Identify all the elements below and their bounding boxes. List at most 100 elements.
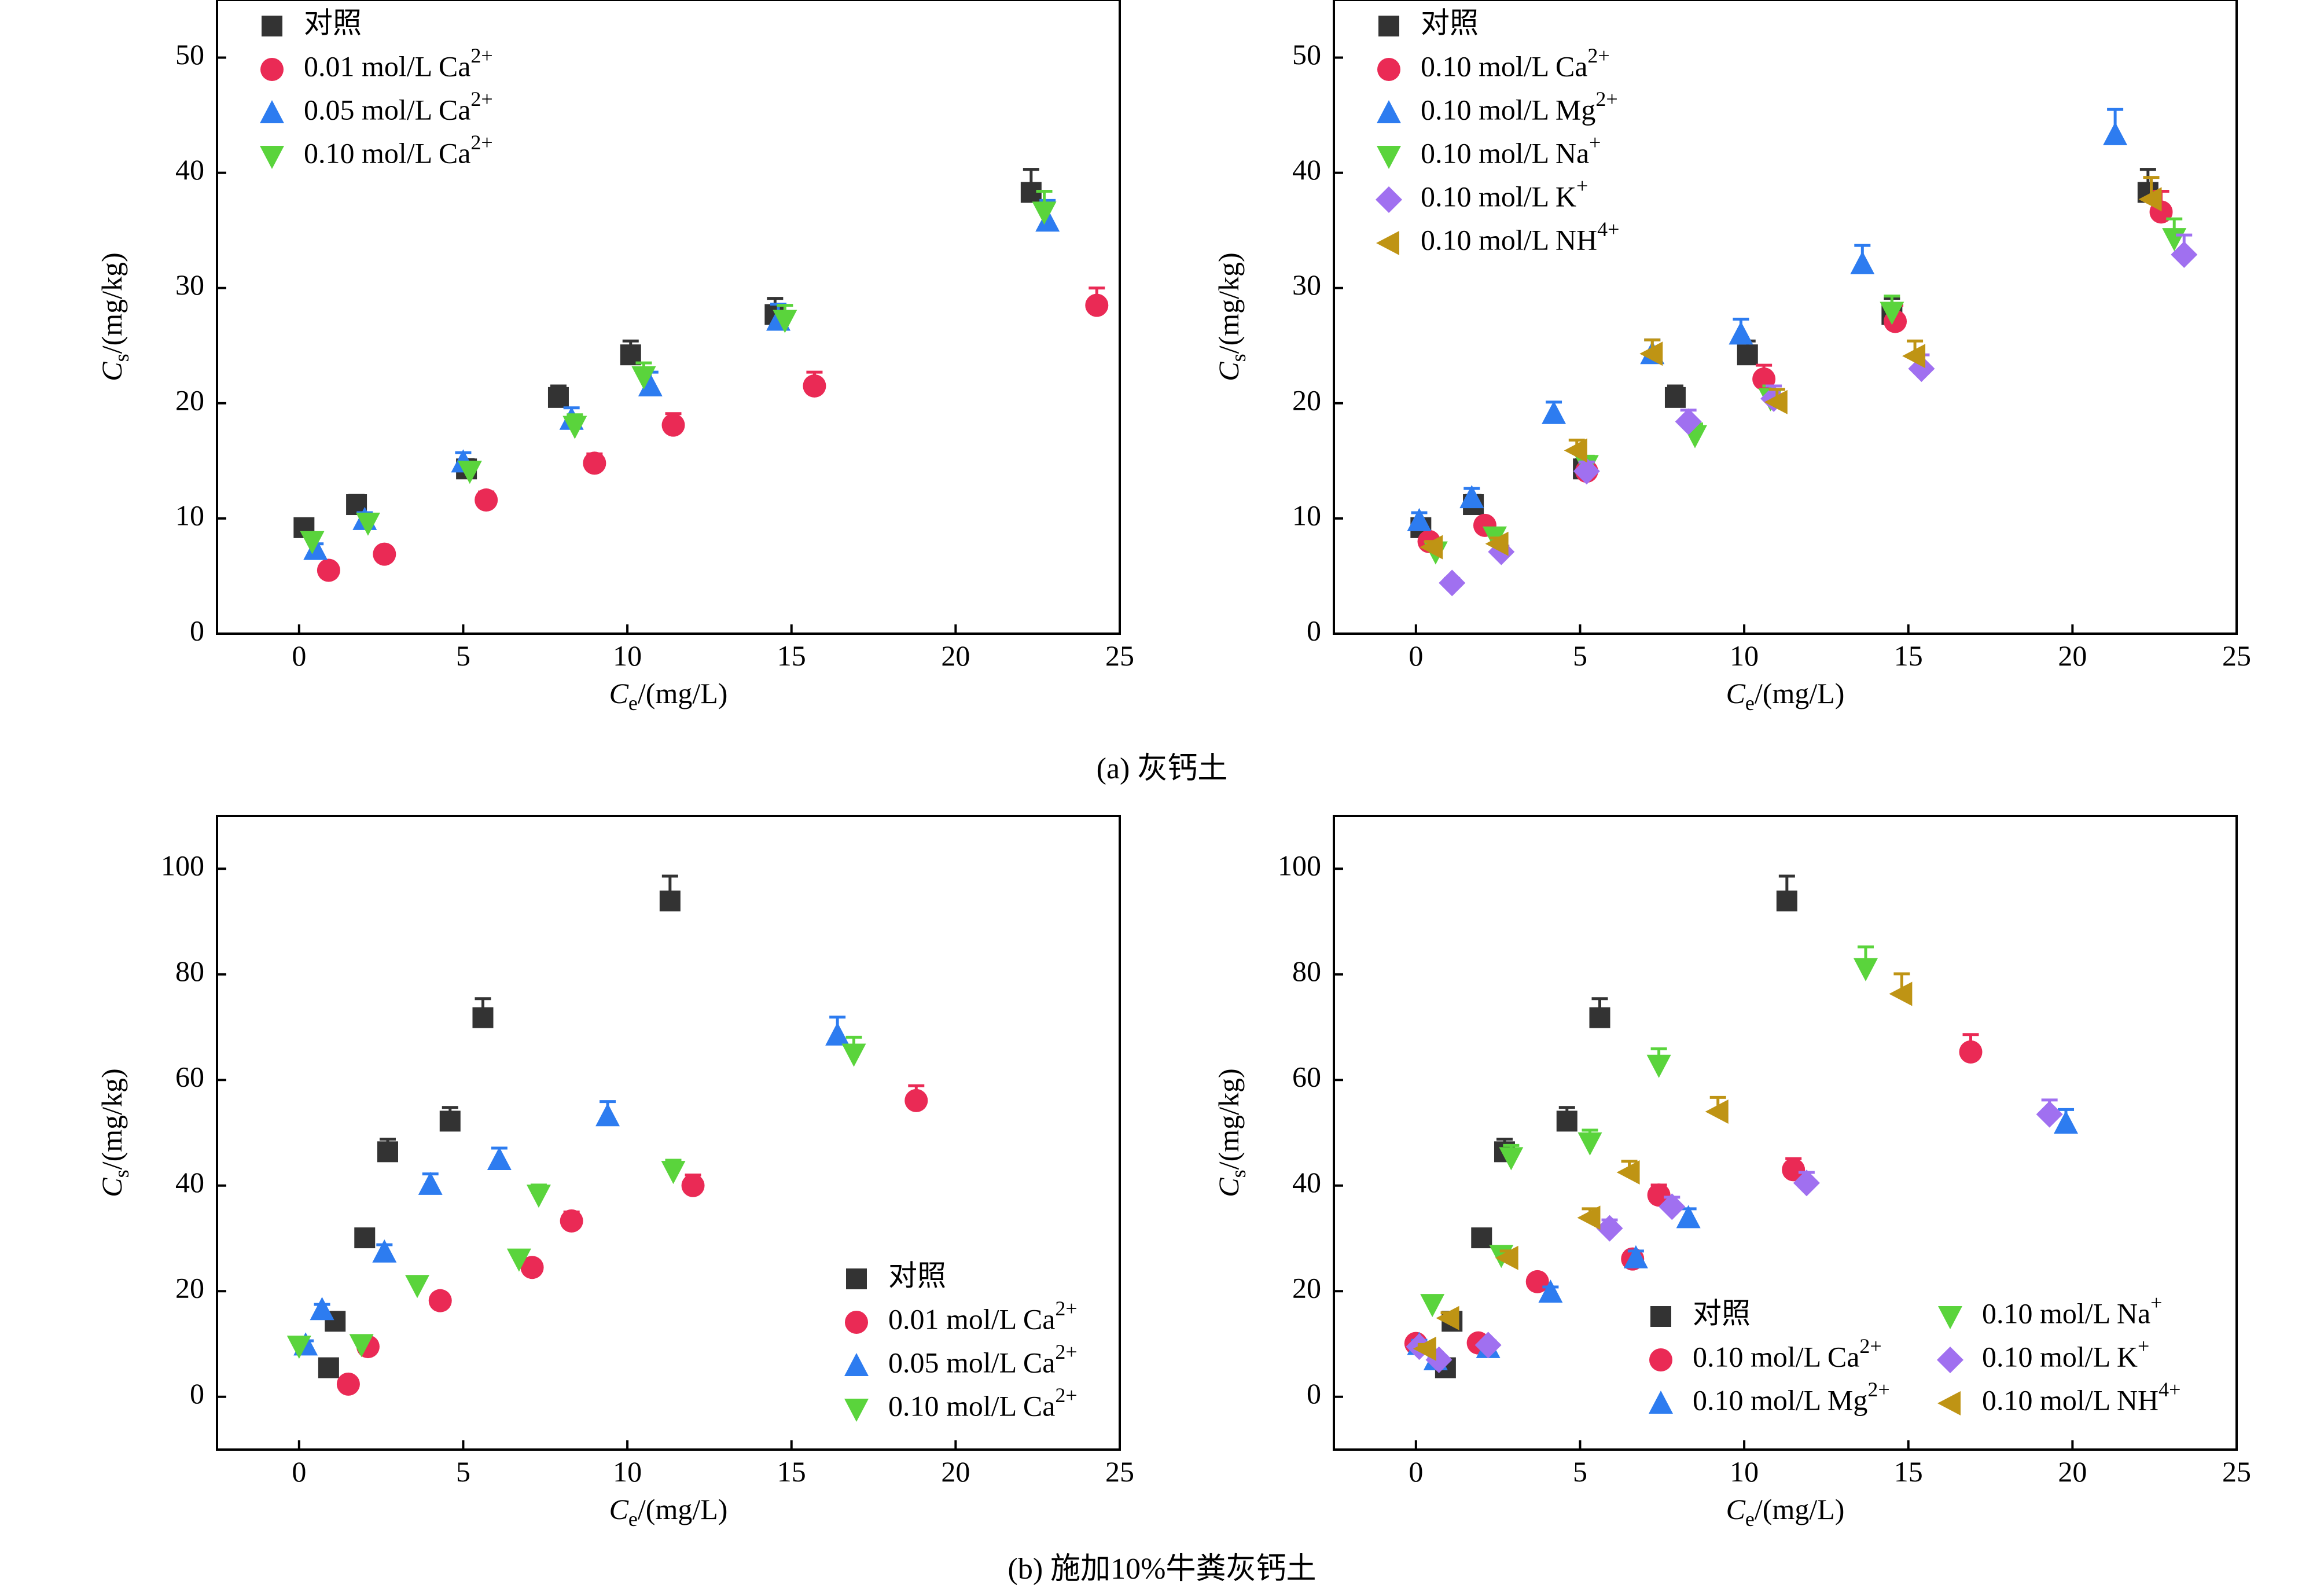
- legend-marker: [1937, 1391, 1961, 1415]
- legend-label: 0.10 mol/L Ca2+: [1421, 44, 1610, 82]
- x-tick-label: 0: [1409, 639, 1423, 672]
- legend-entry: 对照: [846, 1259, 946, 1292]
- legend-entry: 0.10 mol/L NH4+: [1937, 1378, 2180, 1416]
- y-tick-label: 50: [1292, 38, 1321, 71]
- legend-entry: 0.10 mol/L Ca2+: [844, 1384, 1078, 1422]
- data-point: [1705, 1099, 1729, 1124]
- data-point: [1407, 508, 1432, 531]
- data-point: [1596, 1215, 1623, 1242]
- data-point: [300, 531, 325, 554]
- data-point: [1902, 344, 1926, 369]
- data-point: [1420, 535, 1443, 560]
- x-axis-title: Ce/(mg/L): [609, 677, 728, 715]
- data-point: [472, 1007, 494, 1028]
- legend-label: 0.10 mol/L Mg2+: [1421, 87, 1618, 126]
- data-point: [1850, 251, 1875, 274]
- legend-marker: [1938, 1306, 1962, 1329]
- data-point: [439, 1110, 461, 1132]
- data-point: [1623, 1245, 1648, 1268]
- y-tick-label: 20: [1292, 384, 1321, 416]
- data-point: [773, 310, 797, 333]
- data-point: [1589, 1007, 1610, 1028]
- x-tick-label: 10: [1730, 1455, 1759, 1488]
- y-tick-label: 60: [1292, 1061, 1321, 1093]
- chart-panel-b-right: 0 5 10 15 20 25 0 20 40 60 80 100 Ce/(mg/L) Cs/(mg/kg…: [1212, 815, 2251, 1531]
- data-point: [1880, 301, 1904, 325]
- data-point: [1737, 344, 1758, 366]
- data-point: [318, 1357, 339, 1378]
- legend-label: 0.10 mol/L Ca2+: [1693, 1334, 1882, 1373]
- data-point: [487, 1147, 512, 1171]
- x-tick-label: 10: [613, 1455, 642, 1488]
- x-tick-label: 20: [941, 1455, 970, 1488]
- y-axis-title: Cs/(mg/kg): [1212, 1068, 1250, 1197]
- data-point: [1959, 1040, 1983, 1064]
- data-point: [349, 1334, 374, 1358]
- data-point: [1639, 341, 1663, 366]
- legend-label: 对照: [304, 6, 362, 39]
- x-tick-label: 25: [2222, 639, 2251, 672]
- series: [1420, 176, 2162, 560]
- series: [1423, 217, 2187, 565]
- legend-marker: [260, 146, 284, 169]
- legend-label: 对照: [1421, 6, 1479, 39]
- data-point: [1782, 1158, 1805, 1182]
- data-point: [1436, 1305, 1459, 1330]
- data-point: [377, 1141, 398, 1163]
- legend-marker: [1649, 1348, 1672, 1371]
- legend-label: 对照: [1693, 1297, 1751, 1329]
- x-tick-label: 0: [1409, 1455, 1423, 1488]
- x-tick-label: 10: [1730, 639, 1759, 672]
- legend-entry: 0.10 mol/L K+: [1937, 1334, 2149, 1373]
- legend-marker: [260, 100, 284, 123]
- data-point: [1889, 981, 1913, 1006]
- y-tick-label: 20: [175, 1272, 204, 1304]
- data-point: [2171, 241, 2198, 268]
- x-tick-label: 0: [292, 1455, 306, 1488]
- data-point: [336, 1372, 360, 1396]
- data-point: [1853, 958, 1878, 981]
- legend-marker: [846, 1268, 867, 1289]
- legend-marker: [845, 1311, 868, 1334]
- data-point: [1439, 569, 1466, 597]
- legend-entry: 0.10 mol/L Mg2+: [1649, 1378, 1890, 1416]
- data-point: [1474, 1332, 1502, 1359]
- data-point: [303, 536, 328, 560]
- caption-a: (a) 灰钙土: [1097, 752, 1228, 785]
- data-point: [1485, 531, 1509, 556]
- y-tick-label: 100: [1278, 849, 1321, 882]
- data-point: [1577, 1132, 1602, 1156]
- legend-label: 0.10 mol/L Na+: [1982, 1291, 2162, 1329]
- data-point: [1793, 1170, 1820, 1197]
- legend-marker: [1377, 58, 1400, 81]
- legend-entry: 0.10 mol/L NH4+: [1376, 218, 1619, 256]
- x-tick-label: 25: [2222, 1455, 2251, 1488]
- data-point: [904, 1088, 928, 1112]
- legend-entry: 0.10 mol/L K+: [1376, 174, 1588, 213]
- data-point: [405, 1275, 430, 1299]
- data-point: [372, 1239, 397, 1263]
- data-point: [1471, 1227, 1492, 1249]
- data-point: [1646, 1054, 1671, 1078]
- x-tick-label: 5: [456, 639, 470, 672]
- data-point: [286, 1336, 311, 1359]
- legend-entry: 0.10 mol/L Ca2+: [1377, 44, 1610, 82]
- data-point: [355, 512, 380, 536]
- plot-frame: [216, 0, 1121, 635]
- data-point: [1564, 438, 1587, 463]
- y-tick-label: 40: [175, 1166, 204, 1198]
- data-point: [1664, 387, 1686, 408]
- chart-panel-a-left: 0 5 10 15 20 25 0 10 20 30 40 50 Ce/(mg/L) Cs/(mg/kg)…: [95, 0, 1134, 715]
- legend-entry: 0.01 mol/L Ca2+: [260, 44, 493, 82]
- y-axis-title: Cs/(mg/kg): [95, 1068, 133, 1197]
- legend-marker: [1650, 1306, 1671, 1327]
- data-point: [841, 1043, 866, 1067]
- x-tick-label: 25: [1105, 639, 1134, 672]
- data-point: [1556, 1110, 1577, 1132]
- y-tick-label: 20: [1292, 1272, 1321, 1304]
- legend-entry: 0.01 mol/L Ca2+: [845, 1297, 1078, 1335]
- data-point: [2054, 1110, 2079, 1134]
- legend-label: 0.05 mol/L Ca2+: [888, 1340, 1078, 1378]
- data-point: [1577, 1205, 1601, 1230]
